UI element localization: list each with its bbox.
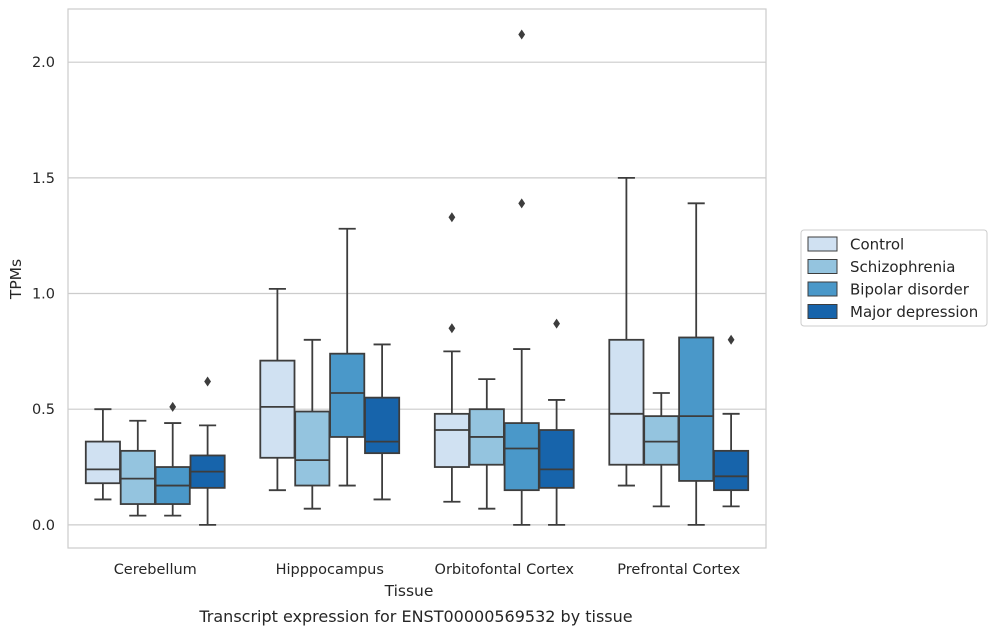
box-bipolar-disorder bbox=[503, 29, 540, 526]
y-tick-labels: 0.0 0.5 1.0 1.5 2.0 bbox=[32, 55, 55, 534]
box-control bbox=[608, 176, 645, 487]
x-tick-label: Orbitofontal Cortex bbox=[435, 562, 575, 578]
box-schizophrenia bbox=[643, 392, 680, 508]
x-tick-labels: Cerebellum Hipppocampus Orbitofontal Corte… bbox=[114, 562, 741, 578]
legend-label: Control bbox=[850, 236, 904, 254]
box-control bbox=[433, 212, 470, 503]
outlier-point bbox=[553, 318, 560, 329]
box-body bbox=[294, 410, 331, 487]
box-body bbox=[259, 359, 296, 459]
x-tick-label: Cerebellum bbox=[114, 562, 197, 578]
box-major-depression bbox=[538, 318, 575, 526]
box-body bbox=[713, 449, 750, 492]
legend-swatch bbox=[807, 281, 838, 297]
box-major-depression bbox=[364, 343, 401, 501]
legend-label: Schizophrenia bbox=[850, 258, 955, 276]
legend-frame bbox=[800, 229, 988, 327]
outlier-point bbox=[727, 334, 735, 345]
outlier-point bbox=[204, 376, 211, 387]
box-body bbox=[503, 422, 540, 492]
y-tick-label: 2.0 bbox=[32, 55, 55, 71]
box-bipolar-disorder bbox=[154, 401, 191, 517]
outlier-point bbox=[518, 198, 526, 209]
box-bipolar-disorder bbox=[329, 227, 366, 487]
box-body bbox=[538, 429, 575, 489]
outlier-point bbox=[448, 323, 456, 334]
y-tick-label: 1.0 bbox=[32, 287, 55, 303]
x-tick-label: Prefrontal Cortex bbox=[617, 562, 740, 578]
outlier-point bbox=[169, 401, 177, 412]
box-body bbox=[643, 415, 680, 466]
box-control bbox=[259, 288, 296, 492]
legend: Control Schizophrenia Bipolar disorder Majo… bbox=[800, 229, 988, 327]
legend-swatch bbox=[807, 304, 838, 319]
y-tick-label: 1.5 bbox=[32, 171, 55, 187]
box-body bbox=[608, 338, 645, 466]
box-schizophrenia bbox=[119, 419, 156, 517]
legend-label: Major depression bbox=[850, 303, 978, 321]
plot-frame bbox=[67, 8, 767, 549]
box-schizophrenia bbox=[468, 378, 505, 510]
x-tick-label: Hipppocampus bbox=[276, 562, 384, 578]
box-schizophrenia bbox=[294, 338, 331, 510]
box-body bbox=[84, 440, 121, 485]
grid-lines bbox=[68, 61, 766, 526]
y-axis-label: TPMs bbox=[7, 259, 25, 300]
outlier-point bbox=[448, 212, 456, 223]
outlier-point bbox=[518, 29, 526, 40]
legend-label: Bipolar disorder bbox=[850, 281, 970, 299]
box-body bbox=[329, 352, 366, 438]
legend-swatch bbox=[807, 236, 838, 252]
plot-boxes bbox=[84, 29, 750, 526]
box-control bbox=[84, 408, 121, 501]
y-tick-label: 0.5 bbox=[32, 402, 55, 418]
y-tick-label: 0.0 bbox=[32, 518, 55, 534]
x-axis-label: Tissue bbox=[384, 582, 434, 600]
box-body bbox=[678, 336, 715, 482]
box-major-depression bbox=[713, 334, 750, 508]
box-bipolar-disorder bbox=[678, 202, 715, 526]
box-major-depression bbox=[189, 376, 226, 526]
chart-caption: Transcript expression for ENST0000056953… bbox=[198, 607, 632, 626]
box-body bbox=[119, 449, 156, 505]
legend-swatch bbox=[807, 259, 838, 274]
box-body bbox=[433, 412, 470, 468]
box-body bbox=[364, 396, 401, 455]
